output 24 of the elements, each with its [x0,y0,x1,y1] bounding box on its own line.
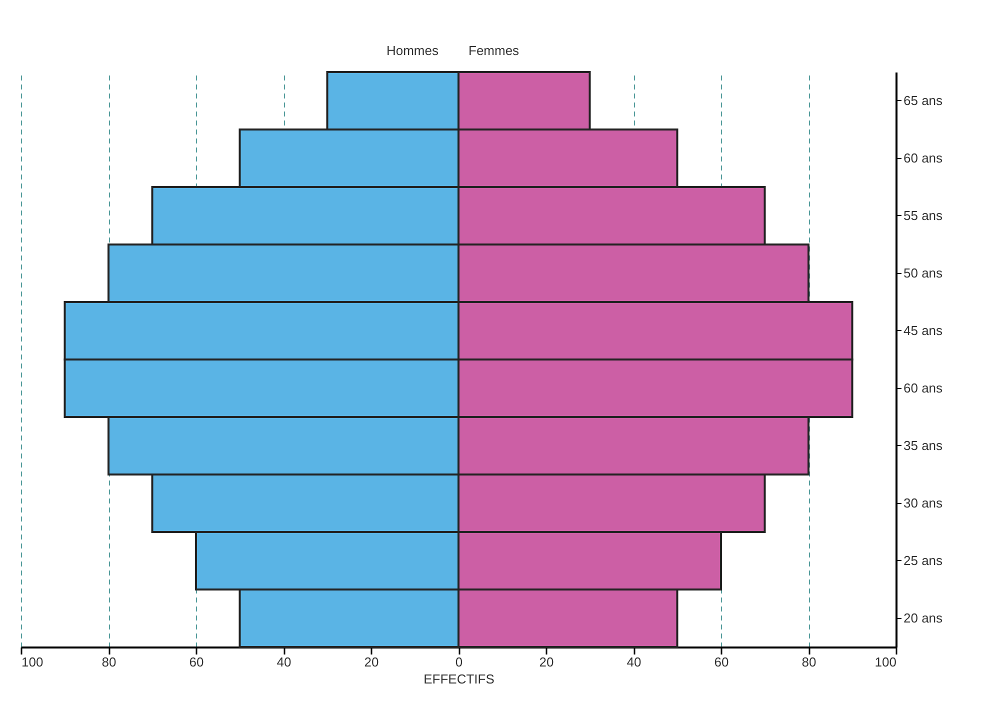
x-tick-label: 80 [102,654,116,670]
series-label: Femmes [468,43,520,58]
y-tick-label: 65 ans [904,92,944,108]
x-tick-label: 40 [626,654,642,670]
x-tick-label: 100 [22,654,44,670]
y-tick-label: 20 ans [904,610,944,626]
series-label: Hommes [386,43,439,58]
x-axis-title: EFFECTIFS [424,672,495,686]
x-tick-label: 0 [455,654,463,670]
y-tick-label: 60 ans [904,380,944,396]
y-tick-label: 50 ans [904,265,944,280]
y-tick-label: 35 ans [904,438,944,453]
y-tick-label: 45 ans [904,322,944,338]
y-tick-label: 30 ans [904,495,944,510]
y-tick-label: 25 ans [904,552,944,568]
y-tick-label: 55 ans [904,208,944,223]
x-tick-label: 20 [364,654,379,670]
x-tick-label: 60 [714,654,729,670]
x-tick-label: 100 [874,654,896,670]
x-tick-label: 60 [189,654,204,670]
x-tick-label: 20 [539,654,554,670]
x-tick-label: 80 [802,654,816,670]
y-tick-label: 60 ans [904,150,944,166]
x-tick-label: 40 [276,654,292,670]
